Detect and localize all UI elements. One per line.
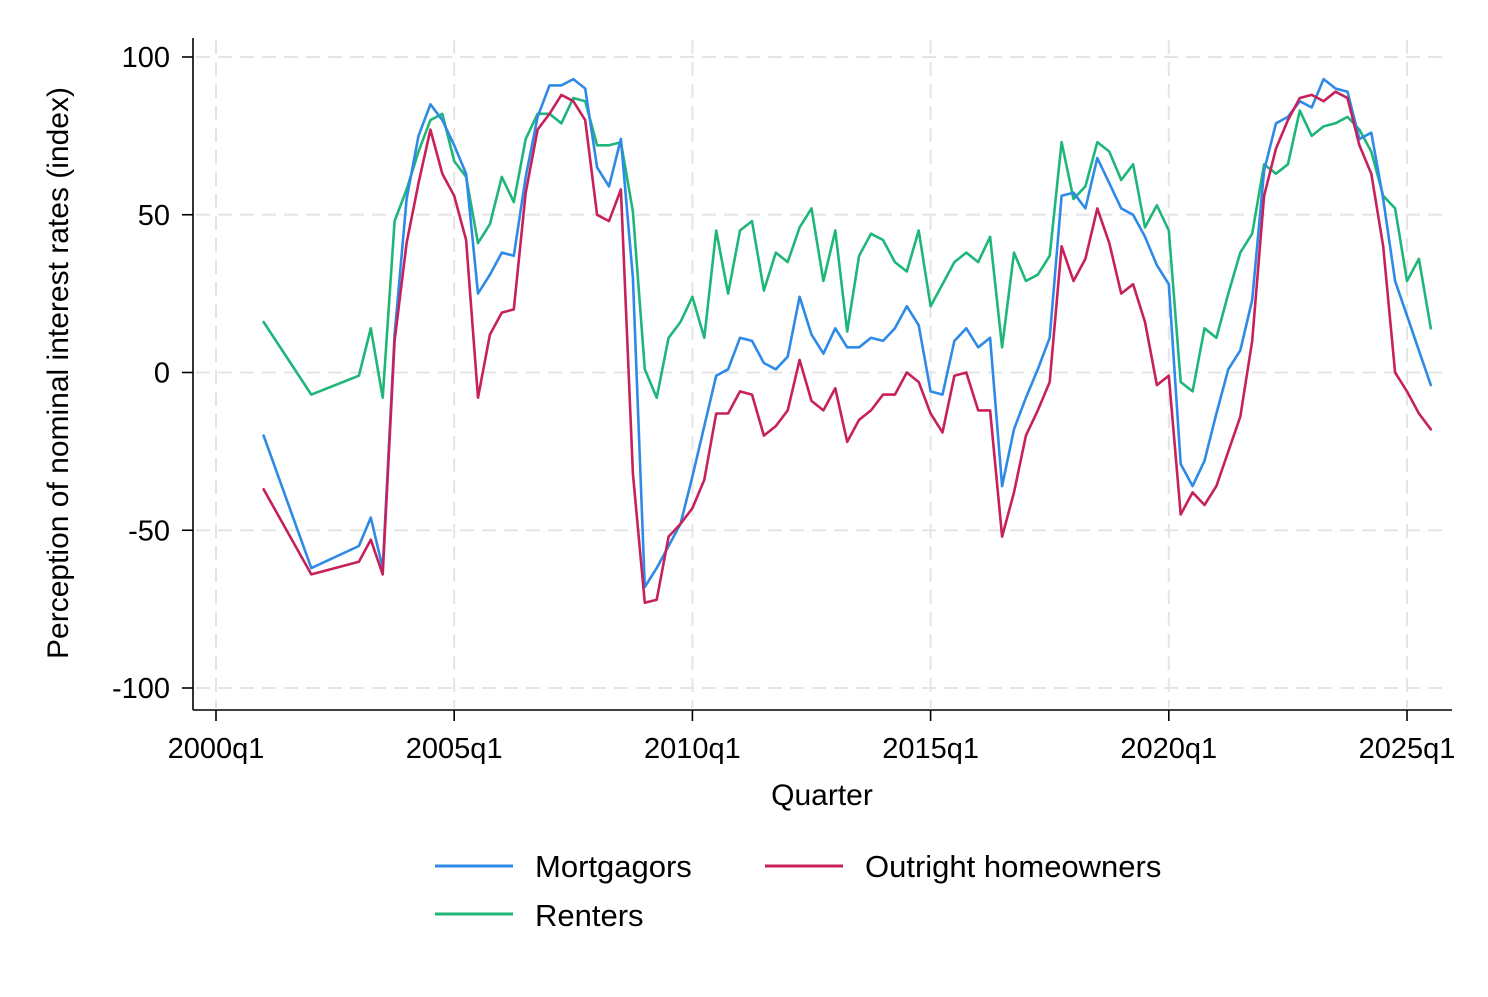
series-line-renters <box>262 96 1433 400</box>
y-tick-label: -50 <box>128 515 170 547</box>
x-tick-label: 2020q1 <box>1120 733 1217 765</box>
legend: Mortgagors Outright homeowners Renters <box>435 849 1161 933</box>
y-tick-label: 50 <box>138 200 170 232</box>
legend-label-outright-homeowners: Outright homeowners <box>865 849 1161 884</box>
series-line-mortgagors <box>262 77 1433 589</box>
legend-label-mortgagors: Mortgagors <box>535 849 692 884</box>
y-tick-label: 100 <box>122 42 170 74</box>
series-lines <box>262 77 1433 605</box>
legend-label-renters: Renters <box>535 898 644 933</box>
y-axis-title: Perception of nominal interest rates (in… <box>42 87 75 659</box>
x-tick-label: 2015q1 <box>882 733 979 765</box>
axes <box>192 38 1452 711</box>
x-tick-label: 2000q1 <box>168 733 265 765</box>
x-tick-label: 2005q1 <box>406 733 503 765</box>
x-tick-label: 2025q1 <box>1359 733 1456 765</box>
y-tick-label: 0 <box>154 358 170 390</box>
x-ticks: 2000q1 2005q1 2010q1 2015q1 2020q1 2025q1 <box>168 710 1456 765</box>
y-tick-label: -100 <box>112 673 170 705</box>
series-line-outright-homeowners <box>262 90 1433 605</box>
y-ticks: 100 50 0 -50 -100 <box>112 42 193 705</box>
x-tick-label: 2010q1 <box>644 733 741 765</box>
x-axis-title: Quarter <box>771 779 873 812</box>
